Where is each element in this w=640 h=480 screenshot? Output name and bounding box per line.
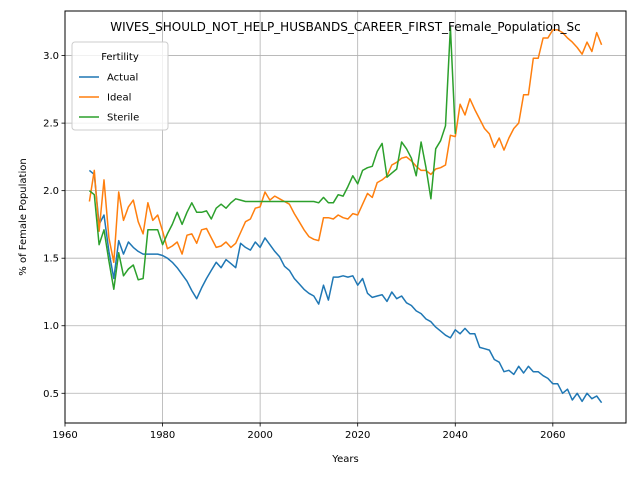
- legend-label-ideal: Ideal: [107, 93, 131, 104]
- x-tick-label: 2060: [540, 430, 565, 441]
- legend-title: Fertility: [101, 52, 139, 63]
- x-tick-label: 2020: [345, 430, 370, 441]
- y-tick-label: 2.5: [43, 119, 59, 130]
- x-axis-label: Years: [331, 454, 358, 465]
- legend-label-sterile: Sterile: [107, 113, 139, 124]
- legend-items: Actual Ideal Sterile: [79, 73, 139, 124]
- y-tick-label: 3.0: [43, 51, 59, 62]
- legend-box: [71, 41, 169, 131]
- y-tick-label: 1.0: [43, 321, 59, 332]
- y-tick-label: 1.5: [43, 254, 59, 265]
- y-tick-label: 0.5: [43, 389, 59, 400]
- x-tick-label: 2040: [443, 430, 468, 441]
- series-line-sterile: [88, 26, 457, 291]
- x-tick-label: 2000: [247, 430, 272, 441]
- y-tick-label: 2.0: [43, 186, 59, 197]
- plot-frame: [64, 10, 627, 424]
- series-line-actual: [88, 169, 603, 404]
- legend: Fertility Actual Ideal Sterile: [71, 41, 169, 131]
- axis-ticks: 1960 1980 2000 2020 2040 2060 0.5 1.0 1.5 2.0 2.5 3…: [43, 51, 565, 441]
- legend-label-actual: Actual: [107, 73, 138, 84]
- y-axis-label: % of Female Population: [18, 158, 29, 275]
- x-tick-label: 1960: [52, 430, 77, 441]
- chart-title: WIVES_SHOULD_NOT_HELP_HUSBANDS_CAREER_FI…: [110, 20, 580, 34]
- x-tick-label: 1980: [150, 430, 175, 441]
- series-line-ideal: [88, 29, 603, 264]
- plot-series: [88, 26, 603, 404]
